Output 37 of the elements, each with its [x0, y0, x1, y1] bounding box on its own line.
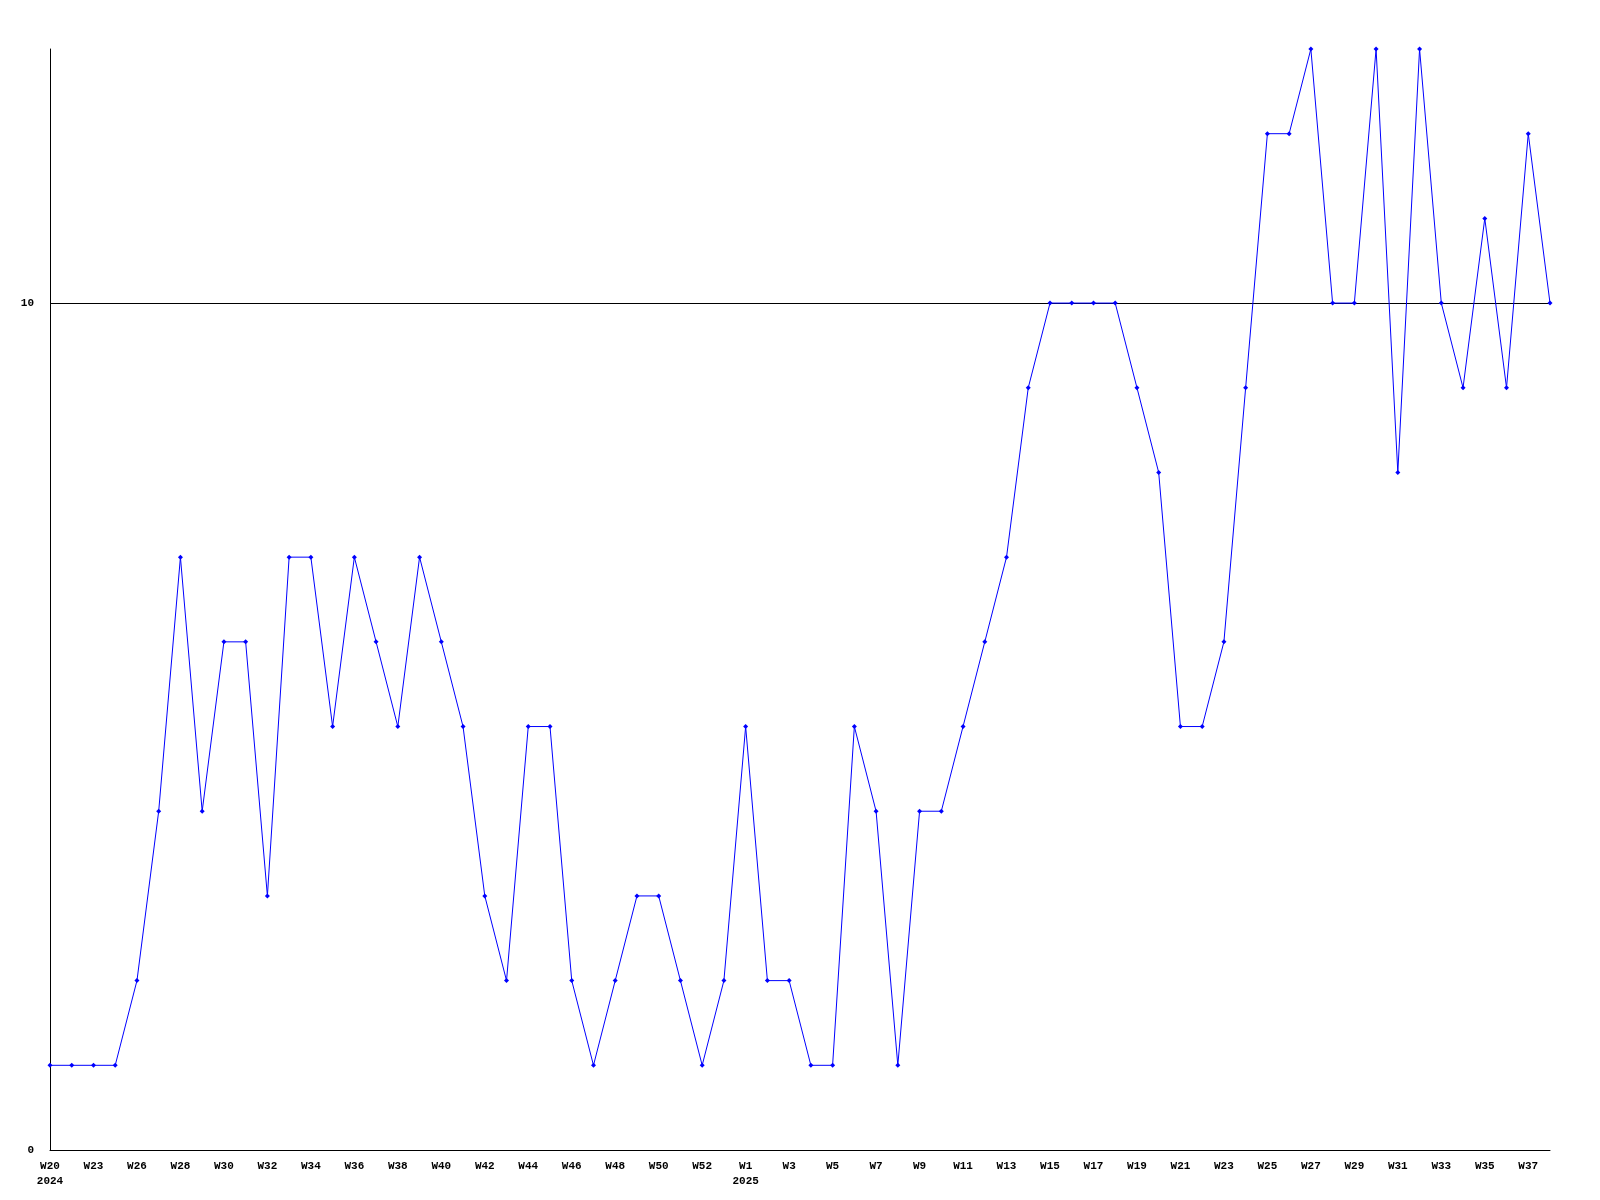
x-tick-label: W27 [1300, 1159, 1321, 1172]
x-tick-label: W35 [1474, 1159, 1496, 1172]
x-tick-label: W19 [1127, 1159, 1147, 1172]
x-tick-label: W30 [214, 1159, 234, 1172]
x-tick-label: W32 [257, 1159, 278, 1172]
x-tick-label: W23 [1214, 1159, 1235, 1172]
x-tick-label: W38 [387, 1159, 409, 1172]
x-tick-label: W42 [474, 1159, 495, 1172]
x-tick-label: W17 [1083, 1159, 1104, 1172]
x-tick-label: W50 [648, 1159, 669, 1172]
x-tick-label: W20 2024 [36, 1159, 64, 1187]
x-tick-label: W40 [431, 1159, 452, 1172]
x-tick-label: W11 [953, 1159, 974, 1172]
x-tick-label: W31 [1387, 1159, 1409, 1172]
x-tick-label: W3 [782, 1159, 797, 1172]
y-tick-label: 0 [27, 1144, 34, 1156]
x-tick-label: W1 2025 [732, 1159, 760, 1187]
x-tick-label: W23 [83, 1159, 104, 1172]
x-tick-label: W21 [1170, 1159, 1191, 1172]
x-tick-label: W46 [561, 1159, 582, 1172]
x-tick-label: W34 [300, 1159, 322, 1172]
x-tick-label: W48 [605, 1159, 626, 1172]
x-tick-label: W52 [692, 1159, 713, 1172]
x-tick-label: W28 [170, 1159, 191, 1172]
x-tick-label: W33 [1431, 1159, 1452, 1172]
y-tick-label: 10 [20, 297, 34, 310]
x-tick-label: W13 [996, 1159, 1017, 1172]
x-tick-label: W29 [1344, 1159, 1365, 1172]
x-tick-label: W37 [1518, 1159, 1539, 1172]
x-tick-label: W7 [869, 1159, 883, 1172]
x-tick-label: W5 [826, 1159, 840, 1172]
x-tick-label: W9 [912, 1159, 927, 1172]
x-tick-label: W15 [1040, 1159, 1061, 1172]
x-tick-label: W44 [518, 1159, 539, 1172]
x-tick-label: W26 [127, 1159, 147, 1172]
x-tick-label: W36 [344, 1159, 365, 1172]
x-tick-label: W25 [1257, 1159, 1278, 1172]
